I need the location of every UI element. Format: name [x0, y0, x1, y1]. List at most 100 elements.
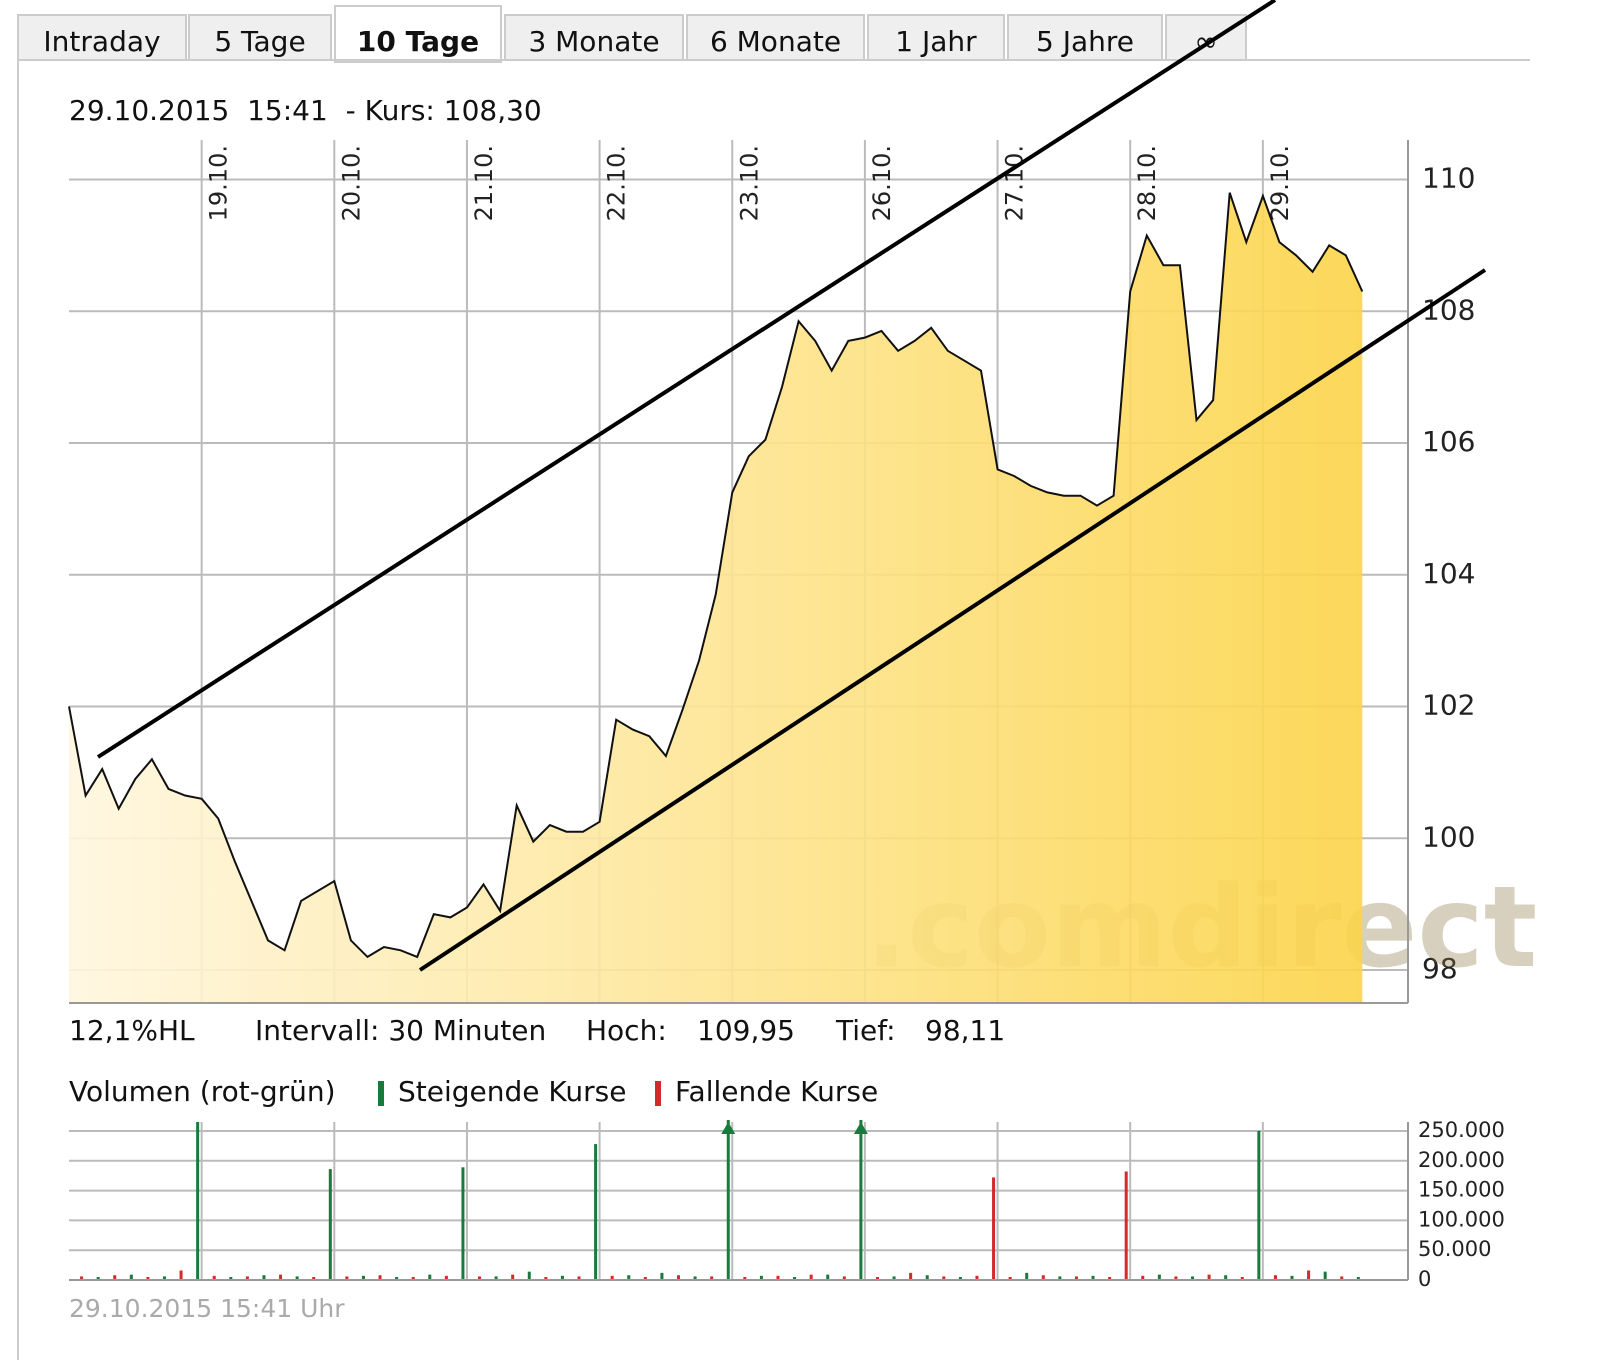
y-tick-label: 150.000	[1418, 1178, 1505, 1202]
tab-label[interactable]: 5 Jahre	[1036, 25, 1134, 58]
stat: 98,11	[925, 1014, 1005, 1047]
x-tick-label: 22.10.	[603, 145, 631, 221]
bar	[909, 1272, 913, 1280]
bar	[1157, 1274, 1161, 1280]
bar	[279, 1274, 283, 1280]
bar	[710, 1276, 714, 1280]
legend-label: Fallende Kurse	[675, 1075, 878, 1108]
bar	[1224, 1275, 1228, 1280]
y-tick-label: 104	[1422, 557, 1475, 590]
y-tick-label: 50.000	[1418, 1237, 1491, 1261]
bar	[892, 1276, 896, 1280]
bar	[1273, 1275, 1277, 1280]
bar	[1091, 1275, 1095, 1280]
bar	[395, 1277, 399, 1280]
overflow-arrow	[721, 1122, 736, 1134]
tab-label[interactable]: 10 Tage	[357, 25, 479, 58]
bar	[113, 1275, 117, 1280]
x-tick-label: 28.10.	[1133, 145, 1161, 221]
bar	[80, 1276, 84, 1280]
stat: Hoch:	[586, 1014, 667, 1047]
trend-line	[96, 0, 1277, 759]
tab[interactable]	[17, 14, 187, 61]
bar	[958, 1277, 962, 1280]
x-tick-label: 29.10.	[1266, 145, 1294, 221]
x-tick-label: 19.10.	[205, 145, 233, 221]
footer: 29.10.2015 15:41 Uhr	[69, 1294, 345, 1323]
bar	[1124, 1171, 1128, 1280]
bars	[64, 1120, 1360, 1280]
tab-label[interactable]: Intraday	[43, 25, 160, 58]
bar	[1008, 1277, 1012, 1280]
legend-swatch	[655, 1081, 661, 1106]
bar	[1257, 1130, 1261, 1280]
bar	[809, 1274, 813, 1280]
trend-line	[418, 268, 1487, 972]
bar	[942, 1276, 946, 1280]
bar	[96, 1277, 100, 1280]
tab[interactable]	[334, 5, 502, 63]
bar	[726, 1120, 730, 1280]
tab-label[interactable]: 1 Jahr	[895, 25, 977, 58]
bar	[1041, 1275, 1045, 1280]
volume-chart: 0 50.000 100.000 150.000 200.000 250.000 Steig…	[64, 1075, 1505, 1291]
bar	[660, 1272, 664, 1280]
bar	[146, 1277, 150, 1280]
bar	[1323, 1271, 1327, 1280]
bar	[1356, 1277, 1360, 1280]
bar	[428, 1274, 432, 1280]
bar	[527, 1271, 531, 1280]
y-tick-label: 102	[1422, 689, 1475, 722]
bar	[677, 1275, 681, 1280]
bar	[328, 1169, 332, 1280]
bar	[1174, 1276, 1178, 1280]
bar	[1207, 1274, 1211, 1280]
bar	[361, 1275, 365, 1280]
bar	[842, 1276, 846, 1280]
bar	[262, 1275, 266, 1280]
bar	[461, 1167, 465, 1280]
tab[interactable]	[188, 14, 332, 61]
bar	[196, 1122, 200, 1280]
stat: 12,1%HL	[69, 1014, 195, 1047]
y-tick-label: 108	[1422, 293, 1475, 326]
tab[interactable]	[504, 14, 684, 61]
bar	[212, 1275, 216, 1280]
bar	[875, 1277, 879, 1280]
bar	[312, 1277, 316, 1280]
bar	[478, 1276, 482, 1280]
x-tick-label: 21.10.	[470, 145, 498, 221]
legend-swatch	[378, 1081, 384, 1106]
bar	[743, 1277, 747, 1280]
bar	[444, 1275, 448, 1280]
price-line	[68, 192, 1364, 959]
tab[interactable]	[1165, 14, 1247, 61]
volume-title: Volumen (rot-grün)	[69, 1075, 336, 1108]
bar	[1141, 1275, 1145, 1280]
tab-label[interactable]: 3 Monate	[528, 25, 659, 58]
y-tick-label: 110	[1422, 162, 1475, 195]
y-tick-label: 98	[1422, 952, 1458, 985]
bar	[544, 1277, 548, 1280]
bar	[826, 1274, 830, 1280]
bar	[1058, 1276, 1062, 1280]
bar	[411, 1277, 415, 1280]
tab[interactable]	[867, 14, 1005, 61]
bar	[1108, 1277, 1112, 1280]
bar	[511, 1274, 515, 1280]
bar	[1340, 1276, 1344, 1280]
x-tick-label: 26.10.	[868, 145, 896, 221]
bar	[64, 1276, 67, 1280]
bar	[229, 1277, 233, 1280]
y-tick-label: 0	[1418, 1267, 1431, 1291]
bar	[577, 1276, 581, 1280]
bar	[859, 1120, 863, 1280]
tab-label[interactable]: 5 Tage	[214, 25, 305, 58]
bar	[560, 1275, 564, 1280]
price-chart: 98 100 102 104 106 108 110 19.10. 20.10. 21.10. 22…	[68, 140, 1537, 1004]
bar	[1290, 1275, 1294, 1280]
tab-label[interactable]: 6 Monate	[710, 25, 841, 58]
bar	[245, 1276, 249, 1280]
y-tick-label: 100.000	[1418, 1207, 1505, 1231]
